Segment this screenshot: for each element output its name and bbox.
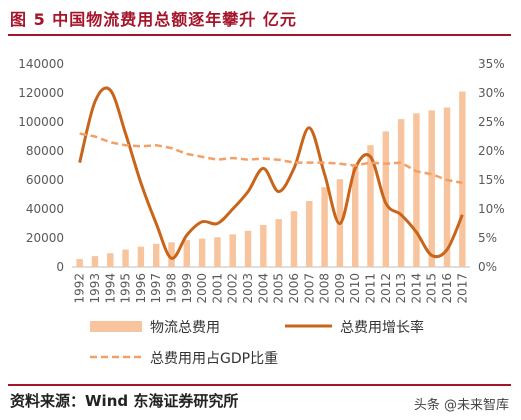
y-right-tick-label: 35% — [478, 57, 505, 71]
y-left-tick-label: 0 — [56, 260, 64, 274]
legend-bar-swatch — [90, 321, 142, 332]
y-right-tick-label: 15% — [478, 173, 505, 187]
growth-rate-line — [78, 86, 464, 260]
bar — [260, 224, 267, 267]
bar — [137, 246, 145, 267]
x-tick-label: 2000 — [195, 273, 209, 304]
bar — [413, 113, 420, 267]
y-left-tick-label: 140000 — [18, 57, 64, 71]
x-tick-label: 2001 — [210, 273, 224, 304]
bar — [443, 107, 451, 267]
x-tick-label: 1998 — [165, 273, 179, 304]
bar — [107, 253, 114, 267]
x-tick-label: 2017 — [455, 273, 469, 304]
y-left-tick-label: 100000 — [18, 115, 64, 129]
bar — [382, 131, 390, 267]
x-tick-label: 2015 — [425, 273, 439, 304]
bar — [306, 201, 313, 267]
tick-labels: 0 20000 40000 60000 80000 100000 120000 140000 0… — [18, 57, 504, 304]
y-left-tick-label: 80000 — [26, 144, 64, 158]
x-tick-label: 2008 — [318, 273, 332, 304]
bar — [76, 259, 83, 267]
bar — [122, 249, 129, 267]
y-right-tick-label: 25% — [478, 115, 505, 129]
bar — [152, 243, 160, 267]
x-tick-label: 2006 — [287, 273, 301, 304]
bar — [428, 110, 435, 268]
y-right-tick-label: 0% — [478, 260, 497, 274]
gdp-share-line — [79, 132, 463, 185]
y-right-tick-label: 30% — [478, 86, 505, 100]
bar — [183, 240, 191, 267]
footer-rule — [8, 384, 511, 386]
x-tick-label: 1999 — [180, 273, 194, 304]
bar — [397, 119, 405, 267]
x-tick-label: 2013 — [394, 273, 408, 304]
bar — [198, 238, 206, 267]
bar-series — [76, 91, 466, 268]
bar — [214, 237, 221, 267]
y-right-tick-label: 5% — [478, 231, 497, 245]
line-series — [78, 86, 464, 260]
legend-label: 总费用用占GDP比重 — [150, 351, 278, 367]
bar — [229, 234, 236, 267]
y-right-tick-label: 10% — [478, 202, 505, 216]
bar — [351, 165, 359, 267]
chart-area: 0 20000 40000 60000 80000 100000 120000 140000 0… — [18, 57, 504, 367]
bar — [367, 145, 374, 267]
x-tick-label: 2016 — [440, 273, 454, 304]
x-tick-label: 2011 — [364, 273, 378, 304]
bar — [168, 242, 175, 267]
legend-label: 物流总费用 — [150, 320, 220, 336]
x-tick-label: 2009 — [333, 273, 347, 304]
bar — [321, 187, 328, 267]
y-left-tick-label: 60000 — [26, 173, 64, 187]
x-tick-label: 1996 — [134, 273, 148, 304]
watermark: 头条 @未来智库 — [413, 398, 509, 413]
x-tick-label: 2002 — [226, 273, 240, 304]
y-left-tick-label: 120000 — [18, 86, 64, 100]
x-tick-label: 2014 — [409, 273, 423, 304]
bar — [459, 91, 466, 267]
source-note: 资料来源：Wind 东海证券研究所 — [10, 392, 239, 410]
x-tick-label: 2004 — [256, 273, 270, 304]
x-tick-label: 2012 — [379, 273, 393, 304]
chart-title: 图 5 中国物流费用总额逐年攀升 亿元 — [10, 10, 297, 29]
bar — [275, 219, 282, 267]
title-rule — [8, 34, 511, 36]
y-right-tick-label: 20% — [478, 144, 505, 158]
x-tick-label: 2007 — [302, 273, 316, 304]
x-tick-label: 2010 — [348, 273, 362, 304]
x-tick-label: 1995 — [119, 273, 133, 304]
x-tick-label: 1992 — [73, 273, 87, 304]
x-tick-label: 2003 — [241, 273, 255, 304]
bar — [244, 230, 252, 267]
x-tick-label: 1993 — [88, 273, 102, 304]
bar — [290, 211, 298, 267]
x-tick-label: 1997 — [149, 273, 163, 304]
y-left-tick-label: 40000 — [26, 202, 64, 216]
legend-label: 总费用增长率 — [340, 319, 424, 336]
x-tick-label: 2005 — [272, 273, 286, 304]
x-tick-label: 1994 — [103, 273, 117, 304]
bar — [91, 256, 99, 267]
y-left-tick-label: 20000 — [26, 231, 64, 245]
